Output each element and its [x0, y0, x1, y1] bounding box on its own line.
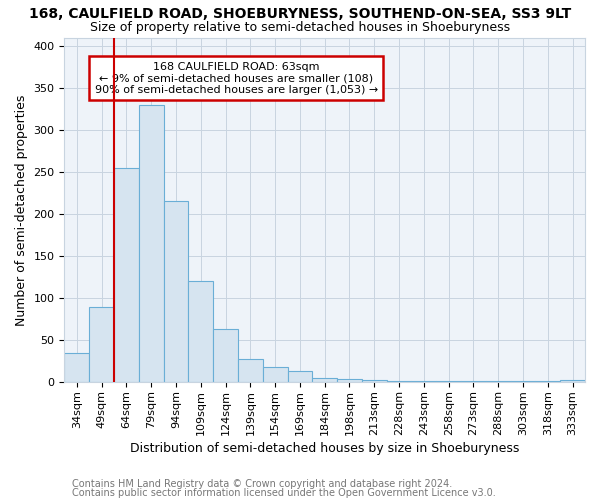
Bar	[436, 380, 461, 382]
Bar	[461, 380, 486, 382]
Bar	[188, 282, 213, 382]
Bar	[164, 202, 188, 382]
Bar	[362, 380, 386, 382]
Bar	[337, 379, 362, 382]
Bar	[511, 380, 535, 382]
Text: Contains HM Land Registry data © Crown copyright and database right 2024.: Contains HM Land Registry data © Crown c…	[72, 479, 452, 489]
Bar	[114, 168, 139, 382]
Bar	[263, 367, 287, 382]
Bar	[535, 380, 560, 382]
Bar	[412, 380, 436, 382]
Text: 168 CAULFIELD ROAD: 63sqm
← 9% of semi-detached houses are smaller (108)
90% of : 168 CAULFIELD ROAD: 63sqm ← 9% of semi-d…	[95, 62, 378, 95]
Bar	[287, 372, 313, 382]
Bar	[213, 330, 238, 382]
Bar	[238, 358, 263, 382]
Bar	[64, 353, 89, 382]
Y-axis label: Number of semi-detached properties: Number of semi-detached properties	[15, 94, 28, 326]
Bar	[139, 105, 164, 382]
Bar	[560, 380, 585, 382]
Bar	[386, 380, 412, 382]
Bar	[486, 380, 511, 382]
Text: 168, CAULFIELD ROAD, SHOEBURYNESS, SOUTHEND-ON-SEA, SS3 9LT: 168, CAULFIELD ROAD, SHOEBURYNESS, SOUTH…	[29, 8, 571, 22]
Bar	[313, 378, 337, 382]
Bar	[89, 306, 114, 382]
Text: Contains public sector information licensed under the Open Government Licence v3: Contains public sector information licen…	[72, 488, 496, 498]
X-axis label: Distribution of semi-detached houses by size in Shoeburyness: Distribution of semi-detached houses by …	[130, 442, 520, 455]
Text: Size of property relative to semi-detached houses in Shoeburyness: Size of property relative to semi-detach…	[90, 21, 510, 34]
